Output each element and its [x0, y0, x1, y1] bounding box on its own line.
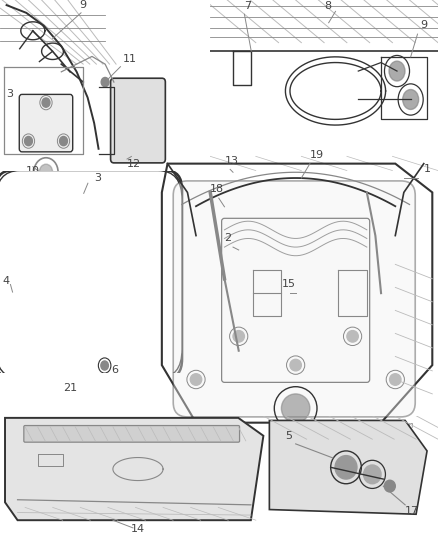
FancyBboxPatch shape: [222, 219, 370, 382]
Circle shape: [101, 77, 109, 87]
Text: 12: 12: [127, 159, 141, 169]
Text: 15: 15: [281, 279, 295, 289]
Text: 4: 4: [2, 277, 9, 287]
Text: 10: 10: [26, 166, 40, 176]
FancyBboxPatch shape: [110, 78, 166, 163]
Circle shape: [39, 164, 53, 180]
Text: 2: 2: [224, 233, 232, 244]
Text: 21: 21: [63, 383, 77, 393]
Text: 9: 9: [80, 0, 87, 10]
Text: 7: 7: [244, 1, 251, 11]
Circle shape: [389, 61, 405, 81]
Circle shape: [347, 330, 358, 342]
Polygon shape: [5, 418, 263, 520]
FancyBboxPatch shape: [0, 171, 182, 378]
Text: 9: 9: [420, 20, 427, 30]
Text: 3: 3: [94, 173, 101, 183]
Polygon shape: [269, 421, 427, 514]
Circle shape: [390, 374, 401, 385]
Circle shape: [364, 465, 381, 484]
FancyBboxPatch shape: [19, 94, 73, 152]
Text: 19: 19: [310, 150, 324, 160]
Text: 3: 3: [7, 90, 14, 100]
Circle shape: [335, 456, 357, 479]
FancyBboxPatch shape: [24, 425, 240, 442]
Circle shape: [384, 480, 395, 492]
Circle shape: [42, 98, 50, 107]
FancyBboxPatch shape: [173, 181, 415, 417]
Text: 14: 14: [131, 524, 145, 533]
Text: 8: 8: [324, 1, 331, 11]
Text: 18: 18: [210, 184, 224, 195]
Text: nn: nn: [404, 422, 414, 431]
FancyBboxPatch shape: [0, 171, 182, 378]
Text: 13: 13: [224, 156, 238, 166]
Text: 5: 5: [285, 431, 292, 441]
Text: 11: 11: [123, 53, 137, 63]
Circle shape: [290, 359, 301, 371]
Circle shape: [60, 136, 67, 146]
Circle shape: [403, 90, 419, 109]
Circle shape: [101, 361, 108, 370]
Circle shape: [233, 330, 244, 342]
Text: 1: 1: [424, 164, 431, 174]
Circle shape: [281, 394, 310, 423]
Text: 17: 17: [405, 506, 419, 516]
Circle shape: [190, 374, 201, 385]
Text: 6: 6: [111, 365, 118, 375]
Circle shape: [55, 378, 62, 388]
Circle shape: [25, 136, 32, 146]
